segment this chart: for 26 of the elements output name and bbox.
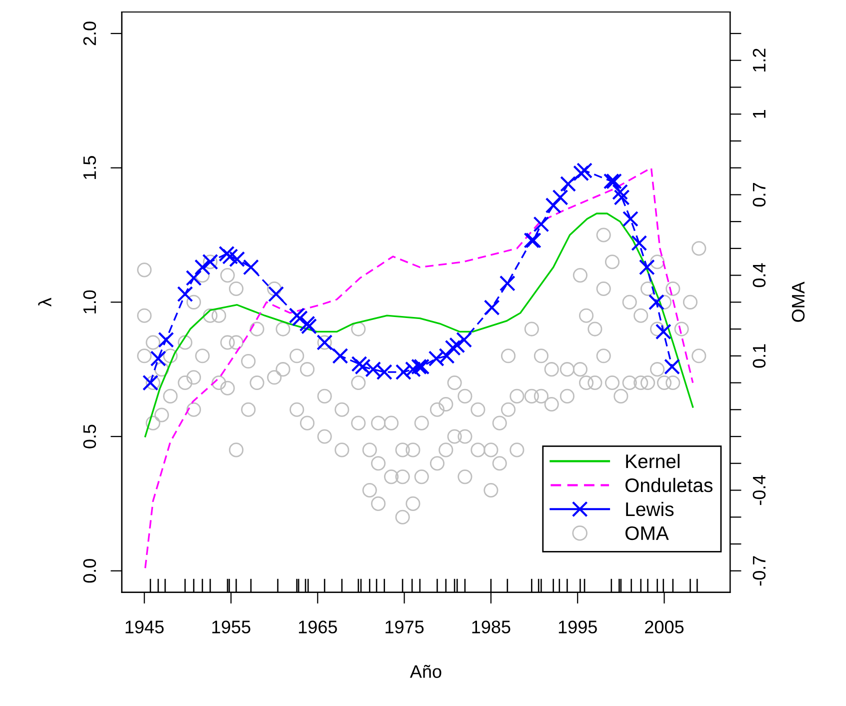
y2-tick-label: -0.7 <box>752 556 766 586</box>
legend-label: Kernel <box>626 454 680 468</box>
y2-tick-label: 1 <box>752 110 766 118</box>
y2-tick-label: 0.1 <box>752 344 766 368</box>
y-tick-label: 0.5 <box>83 424 96 448</box>
y2-tick-label: 0.7 <box>752 183 766 207</box>
y-tick-label: 2.0 <box>83 22 96 46</box>
x-tick-label: 2005 <box>645 620 684 634</box>
y-tick-label: 1.0 <box>83 290 96 314</box>
x-tick-label: 1945 <box>126 620 164 634</box>
x-axis-title: Año <box>410 664 442 678</box>
y-tick-label: 0.0 <box>83 558 96 583</box>
x-tick-label: 1985 <box>472 620 510 634</box>
legend-label: OMA <box>625 526 669 540</box>
x-tick-label: 1955 <box>212 620 250 634</box>
x-tick-label: 1965 <box>298 620 337 634</box>
y2-tick-label: 1.2 <box>752 48 766 72</box>
y-tick-label: 1.5 <box>83 156 96 180</box>
y2-tick-label: -0.4 <box>752 475 766 505</box>
x-tick-label: 1995 <box>558 620 597 634</box>
y2-axis-title: OMA <box>792 282 805 322</box>
legend-label: Lewis <box>626 502 674 516</box>
y2-tick-label: 0.4 <box>752 263 766 288</box>
legend-label: Onduletas <box>625 478 712 492</box>
y-axis-title: λ <box>38 298 52 307</box>
x-tick-label: 1975 <box>386 620 424 634</box>
